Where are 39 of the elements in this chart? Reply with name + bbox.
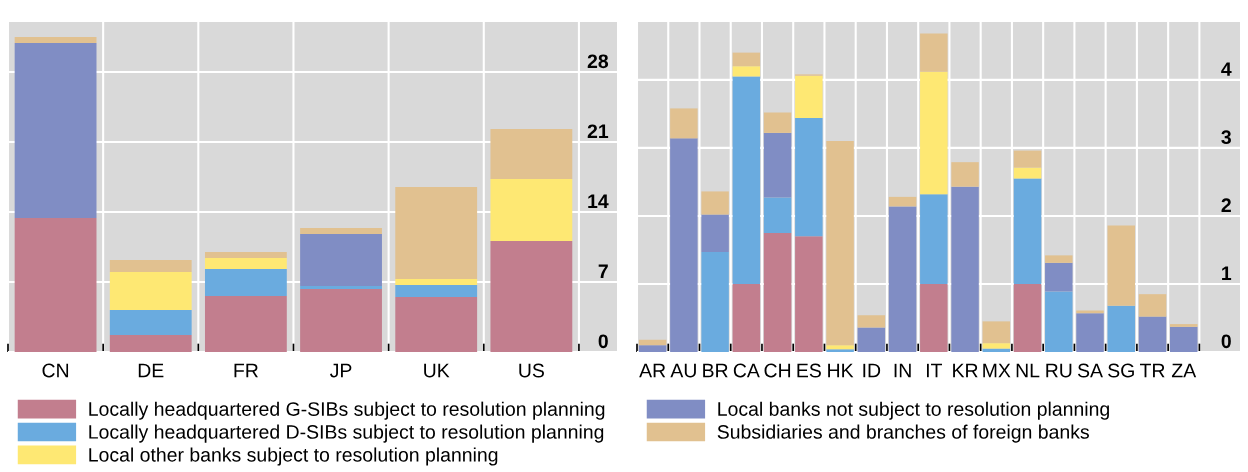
- x-tick-label: CN: [42, 363, 69, 378]
- x-tick-label: MX: [983, 363, 1011, 378]
- x-tick-label: DE: [138, 363, 164, 378]
- x-tick-label: KR: [953, 363, 978, 378]
- y-tick-label: 3: [1221, 130, 1231, 145]
- x-tick-label: RU: [1046, 363, 1072, 378]
- y-tick-label: 28: [587, 54, 609, 69]
- x-tick-label: US: [519, 363, 544, 378]
- x-tick-label: CA: [733, 363, 760, 378]
- legend-label: Locally headquartered G-SIBs subject to resolution planning: [89, 401, 605, 420]
- x-tick-label: SA: [1077, 363, 1103, 378]
- x-tick-label: HK: [828, 363, 854, 378]
- x-tick-label: NL: [1016, 363, 1040, 378]
- x-tick-label: UK: [424, 363, 450, 378]
- y-tick-label: 21: [587, 124, 609, 138]
- x-tick-label: JP: [330, 363, 352, 378]
- y-tick-label: 0: [1221, 334, 1231, 349]
- x-tick-label: ID: [863, 363, 881, 378]
- y-tick-label: 2: [1221, 198, 1231, 212]
- x-tick-label: TR: [1140, 363, 1165, 378]
- x-tick-label: IN: [894, 363, 911, 378]
- x-tick-label: FR: [234, 363, 258, 378]
- legend-label: Subsidiaries and branches of foreign banks: [717, 424, 1089, 443]
- y-tick-label: 4: [1221, 62, 1232, 76]
- legend-label: Local other banks subject to resolution planning: [89, 447, 498, 466]
- x-tick-label: ES: [797, 363, 821, 378]
- y-tick-label: 0: [598, 334, 608, 349]
- x-tick-label: AR: [639, 363, 666, 378]
- x-tick-label: AU: [670, 363, 696, 378]
- legend-label: Locally headquartered D-SIBs subject to resolution planning: [89, 424, 604, 443]
- x-tick-label: CH: [764, 363, 791, 378]
- x-tick-label: BR: [703, 363, 728, 378]
- y-tick-label: 7: [598, 264, 608, 278]
- x-tick-label: SG: [1108, 363, 1134, 378]
- y-tick-label: 14: [588, 194, 609, 208]
- x-tick-label: ZA: [1171, 363, 1197, 378]
- x-tick-label: IT: [926, 363, 943, 378]
- legend-label: Local banks not subject to resolution planning: [718, 401, 1109, 420]
- y-tick-label: 1: [1222, 266, 1232, 280]
